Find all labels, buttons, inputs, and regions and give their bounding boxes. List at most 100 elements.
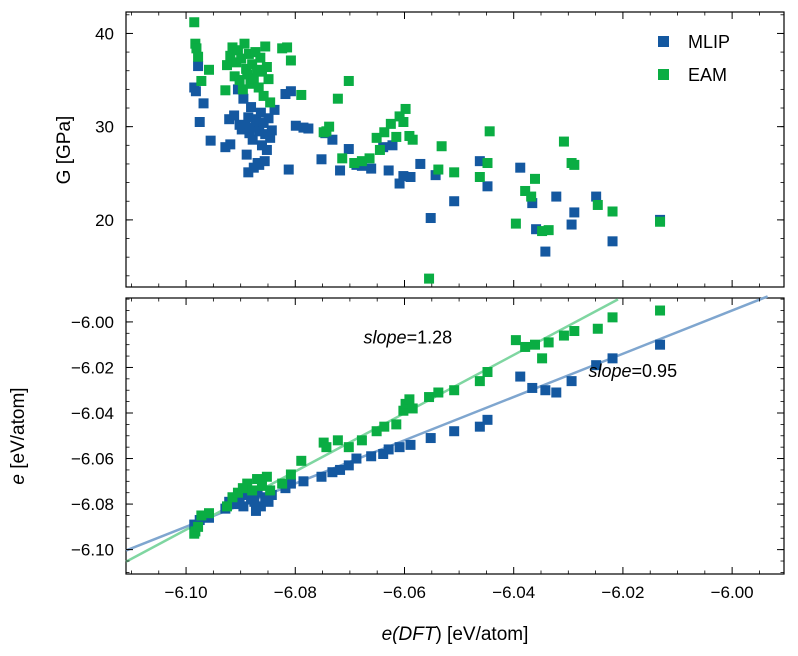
top-point-eam: [191, 43, 202, 54]
top-axes-frame: [125, 11, 785, 288]
top-point-eam: [282, 42, 293, 53]
bottom-point-mlip: [405, 439, 416, 450]
top-point-mlip: [280, 89, 291, 100]
top-point-eam: [261, 62, 272, 72]
top-point-eam: [371, 132, 382, 143]
bottom-point-eam: [433, 387, 444, 398]
top-point-eam: [364, 153, 375, 164]
top-point-eam: [255, 52, 266, 63]
top-y-tick-label: 30: [95, 118, 114, 137]
x-tick-label: −6.06: [383, 583, 426, 602]
top-point-mlip: [551, 191, 562, 202]
top-y-tick-label: 40: [95, 24, 114, 43]
top-point-mlip: [394, 178, 405, 189]
bottom-point-eam: [265, 485, 276, 496]
top-point-mlip: [285, 86, 296, 97]
top-point-mlip: [425, 213, 436, 224]
bottom-point-eam: [204, 508, 215, 519]
legend-label-mlip: MLIP: [688, 32, 730, 52]
top-point-eam: [263, 74, 274, 85]
top-points: [189, 17, 666, 284]
top-point-mlip: [290, 120, 301, 131]
top-point-eam: [204, 64, 215, 75]
slope-value: =0.95: [632, 361, 678, 381]
top-point-eam: [265, 97, 276, 108]
bottom-point-mlip: [343, 460, 354, 471]
top-point-eam: [394, 111, 405, 122]
top-point-mlip: [250, 114, 261, 125]
bottom-point-eam: [356, 435, 367, 446]
top-point-mlip: [366, 163, 377, 174]
top-point-mlip: [229, 110, 240, 121]
bottom-point-eam: [558, 330, 569, 341]
top-point-eam: [526, 191, 537, 202]
top-point-eam: [449, 167, 460, 178]
x-tick-label: −6.00: [711, 583, 754, 602]
bottom-point-mlip: [566, 376, 577, 387]
top-point-mlip: [531, 224, 542, 235]
bottom-point-eam: [569, 326, 580, 337]
x-axis-label: e(DFT) [eV/atom]: [382, 624, 529, 645]
bottom-point-mlip: [351, 453, 362, 464]
top-point-eam: [529, 173, 540, 184]
bottom-point-eam: [391, 419, 402, 430]
top-point-mlip: [243, 112, 254, 123]
bottom-point-mlip: [527, 382, 538, 393]
top-point-mlip: [566, 219, 577, 230]
top-point-eam: [569, 159, 580, 170]
top-point-eam: [250, 47, 261, 58]
legend-label-eam: EAM: [688, 65, 727, 85]
top-point-eam: [400, 103, 411, 114]
top-point-eam: [337, 153, 348, 164]
bottom-point-eam: [256, 480, 267, 491]
bottom-point-mlip: [229, 499, 240, 510]
bottom-point-eam: [655, 305, 666, 316]
bottom-point-mlip: [250, 505, 261, 516]
x-label-prefix: e(: [382, 624, 401, 645]
top-ticks: 20 30 40: [95, 12, 784, 287]
top-point-mlip: [244, 128, 255, 139]
bottom-point-eam: [261, 471, 272, 482]
top-point-mlip: [241, 149, 252, 160]
top-point-mlip: [205, 135, 216, 146]
bottom-y-tick-label: −6.06: [71, 450, 114, 469]
bottom-y-tick-label: −6.08: [71, 495, 114, 514]
top-point-eam: [236, 53, 247, 64]
top-point-eam: [592, 199, 603, 210]
top-point-eam: [349, 158, 360, 169]
top-point-mlip: [266, 125, 277, 136]
bottom-point-mlip: [607, 353, 618, 364]
top-point-eam: [484, 126, 495, 137]
bottom-point-mlip: [316, 471, 327, 482]
bottom-point-eam: [371, 426, 382, 437]
top-point-eam: [234, 75, 245, 86]
top-point-mlip: [246, 102, 257, 113]
top-point-mlip: [415, 158, 426, 169]
x-tick-label: −6.02: [601, 583, 644, 602]
slope-annotation-1: slope=1.28: [364, 328, 453, 348]
bottom-point-eam: [379, 421, 390, 432]
top-point-eam: [407, 134, 418, 145]
bottom-point-eam: [252, 474, 263, 485]
top-point-eam: [324, 121, 335, 132]
top-point-eam: [356, 156, 367, 167]
top-y-tick-label: 20: [95, 211, 114, 230]
bottom-point-mlip: [515, 371, 526, 382]
bottom-point-mlip: [551, 387, 562, 398]
bottom-point-eam: [222, 501, 233, 512]
top-point-mlip: [225, 139, 236, 150]
top-point-eam: [239, 38, 250, 49]
top-point-eam: [655, 216, 666, 227]
bottom-point-mlip: [425, 433, 436, 444]
x-label-italic: DFT: [399, 624, 437, 645]
legend-marker-eam: [658, 69, 669, 80]
top-point-eam: [225, 50, 236, 61]
bottom-point-mlip: [655, 339, 666, 350]
y-label-italic: e: [8, 474, 29, 485]
top-point-eam: [537, 226, 548, 237]
x-tick-label: −6.04: [492, 583, 535, 602]
bottom-point-eam: [242, 478, 253, 489]
top-point-eam: [242, 69, 253, 80]
top-point-mlip: [398, 171, 409, 182]
